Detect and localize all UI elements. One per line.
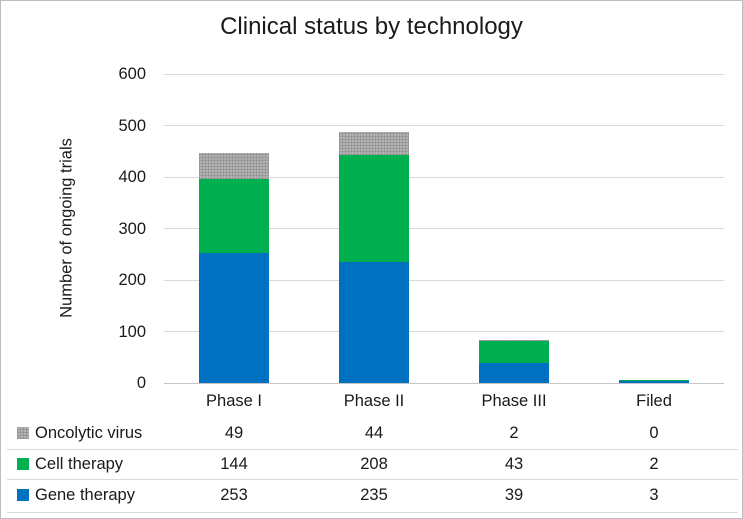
table-row-separator [7, 449, 738, 450]
y-tick-label: 200 [118, 271, 146, 289]
table-row-separator [7, 512, 738, 513]
legend-label-oncolytic-virus: Oncolytic virus [35, 424, 143, 442]
table-cell-cell-therapy-phase-iii: 43 [504, 455, 524, 473]
bar-segment-phase-iii-oncolytic-virus [479, 339, 549, 341]
bar-segment-phase-i-oncolytic-virus [199, 153, 269, 179]
bar-segment-phase-ii-gene-therapy [339, 261, 409, 383]
table-cell-oncolytic-virus-phase-i: 49 [224, 424, 244, 442]
y-tick-label: 0 [136, 374, 146, 392]
bar-segment-phase-i-cell-therapy [199, 178, 269, 253]
y-tick-label: 400 [118, 168, 146, 186]
table-cell-oncolytic-virus-filed: 0 [649, 424, 659, 442]
table-cell-gene-therapy-phase-ii: 235 [360, 486, 388, 504]
table-cell-oncolytic-virus-phase-iii: 2 [509, 424, 519, 442]
table-cell-cell-therapy-phase-ii: 208 [360, 455, 388, 473]
gridline [164, 125, 724, 126]
table-cell-gene-therapy-phase-iii: 39 [504, 486, 524, 504]
table-cell-cell-therapy-phase-i: 144 [220, 455, 248, 473]
bar-segment-filed-gene-therapy [619, 381, 689, 383]
y-tick-label: 300 [118, 219, 146, 238]
table-cell-gene-therapy-filed: 3 [649, 486, 659, 504]
gridline [164, 279, 724, 281]
bar-segment-phase-i-gene-therapy [199, 252, 269, 383]
x-axis-label-filed: Filed [636, 392, 672, 410]
bar-segment-phase-ii-cell-therapy [339, 154, 409, 262]
x-axis-line [164, 382, 724, 384]
x-axis-label-phase-ii: Phase II [343, 392, 405, 410]
gridline [164, 176, 724, 178]
table-cell-gene-therapy-phase-i: 253 [220, 486, 248, 504]
legend-label-cell-therapy: Cell therapy [35, 455, 124, 473]
y-tick-label: 500 [118, 116, 146, 135]
chart-title: Clinical status by technology [220, 13, 523, 40]
table-row-separator [7, 479, 738, 480]
gridline [164, 331, 724, 332]
table-cell-cell-therapy-filed: 2 [649, 455, 659, 473]
legend-swatch-oncolytic-virus [17, 427, 29, 439]
legend-label-gene-therapy: Gene therapy [35, 486, 135, 504]
bar-segment-phase-iii-cell-therapy [479, 340, 549, 363]
table-cell-oncolytic-virus-phase-ii: 44 [364, 424, 384, 442]
y-tick-label: 600 [118, 65, 146, 83]
gridline [164, 73, 724, 75]
legend-swatch-gene-therapy [17, 489, 29, 501]
bar-segment-filed-cell-therapy [619, 380, 689, 382]
bar-segment-phase-ii-oncolytic-virus [339, 132, 409, 155]
legend-swatch-cell-therapy [17, 458, 29, 470]
gridline [164, 228, 724, 229]
y-tick-label: 100 [118, 322, 146, 341]
bar-segment-phase-iii-gene-therapy [479, 362, 549, 383]
x-axis-label-phase-iii: Phase III [481, 392, 547, 410]
x-axis-label-phase-i: Phase I [206, 392, 262, 410]
